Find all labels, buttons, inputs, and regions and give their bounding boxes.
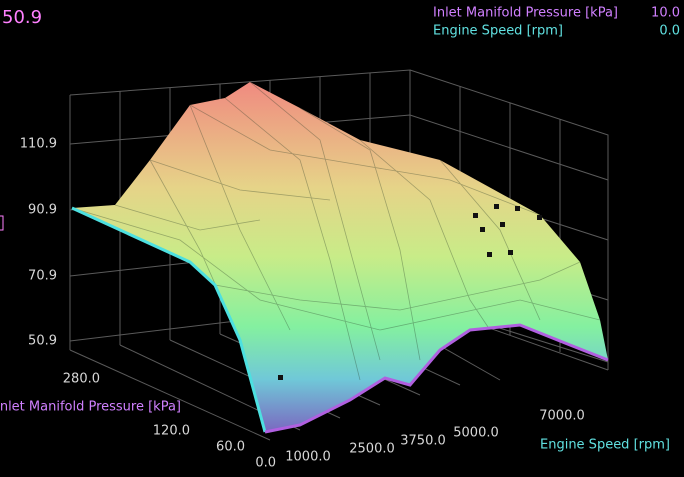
- x-tick-label: 3750.0: [400, 434, 446, 449]
- z-tick-label: 50.9: [28, 334, 57, 349]
- surface: [71, 81, 609, 434]
- x-tick-label: 5000.0: [453, 426, 499, 441]
- y-tick-label: 0.0: [255, 456, 276, 471]
- z-tick-label: 110.9: [20, 137, 57, 152]
- x-tick-label: 7000.0: [539, 409, 585, 424]
- x-axis-label: Engine Speed [rpm]: [540, 438, 670, 453]
- x-tick-label: 2500.0: [349, 442, 395, 457]
- y-axis-label: Inlet Manifold Pressure [kPa]: [0, 400, 181, 415]
- y-tick-label: 280.0: [63, 372, 100, 387]
- z-tick-label: 70.9: [28, 269, 57, 284]
- cursor-value: 0.0: [659, 24, 680, 39]
- x-tick-label: 1000.0: [285, 450, 331, 465]
- cursor-value: 10.0: [651, 6, 680, 21]
- z-tick-label: 90.9: [28, 203, 57, 218]
- cursor-label: Engine Speed [rpm]: [433, 24, 563, 39]
- points: [278, 204, 542, 380]
- cursor-label: Inlet Manifold Pressure [kPa]: [433, 6, 618, 21]
- y-tick-label: 120.0: [153, 424, 190, 439]
- y-tick-label: 60.0: [216, 440, 245, 455]
- readout: 50.9: [2, 7, 42, 28]
- z-marker: [0, 215, 4, 231]
